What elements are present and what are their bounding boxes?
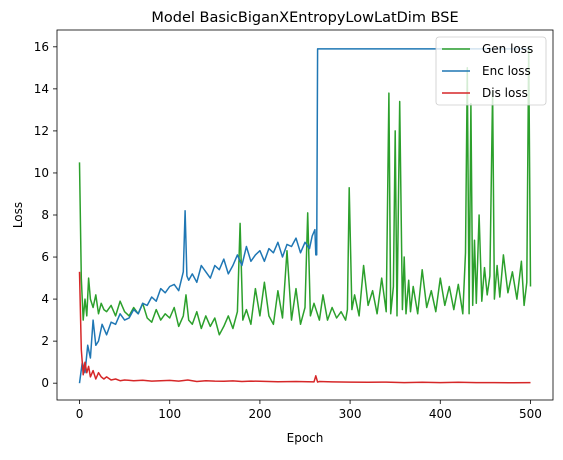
y-tick-label: 8: [41, 208, 49, 222]
y-tick-label: 6: [41, 250, 49, 264]
chart-title: Model BasicBiganXEntropyLowLatDim BSE: [151, 10, 458, 26]
y-tick-label: 4: [41, 292, 49, 306]
x-tick-label: 200: [248, 407, 271, 421]
plot-area: [78, 46, 532, 384]
x-tick-label: 0: [76, 407, 84, 421]
legend-box: [435, 36, 547, 106]
y-tick-label: 2: [41, 334, 49, 348]
y-tick-label: 0: [41, 376, 49, 390]
x-tick-label: 500: [519, 407, 542, 421]
legend: Gen loss Enc loss Dis loss: [435, 36, 547, 106]
x-axis: 0 100 200 300 400 500: [76, 400, 542, 421]
legend-label: Gen loss: [482, 42, 533, 56]
y-axis-label: Loss: [11, 202, 25, 228]
series-line-gen-loss: [78, 46, 532, 336]
y-tick-label: 16: [34, 40, 49, 54]
x-tick-label: 100: [158, 407, 181, 421]
x-axis-label: Epoch: [287, 431, 324, 445]
series-line-enc-loss: [78, 48, 531, 384]
legend-label: Dis loss: [482, 86, 528, 100]
y-tick-label: 10: [34, 166, 49, 180]
y-axis: 0 2 4 6 8 10 12 14 16: [34, 40, 57, 390]
x-tick-label: 400: [429, 407, 452, 421]
y-tick-label: 12: [34, 124, 49, 138]
legend-label: Enc loss: [482, 64, 531, 78]
y-tick-label: 14: [34, 82, 49, 96]
x-tick-label: 300: [339, 407, 362, 421]
series-line-dis-loss: [78, 271, 531, 384]
